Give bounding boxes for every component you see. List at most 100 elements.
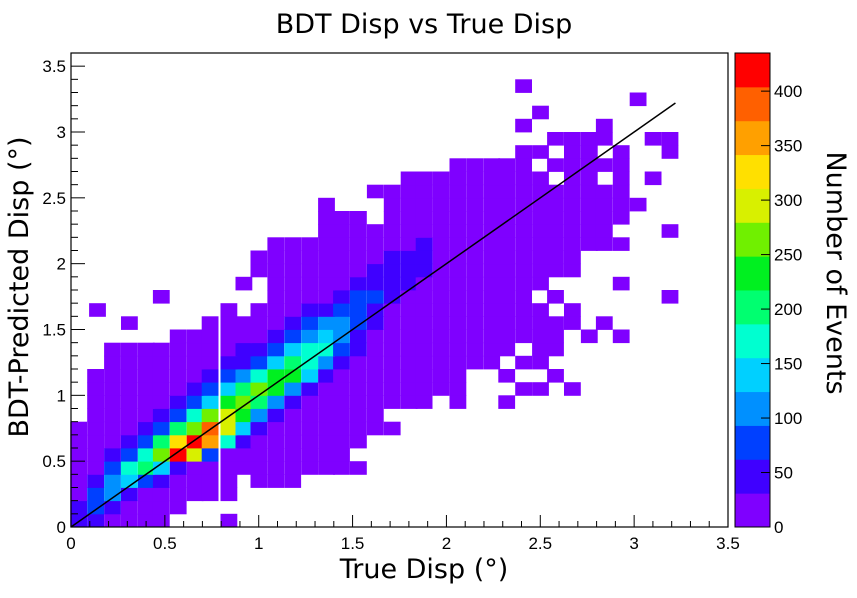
heatmap-cell: [466, 342, 484, 357]
y-tick-label: 2.5: [42, 189, 66, 208]
heatmap-cell: [201, 329, 219, 344]
heatmap-cell: [383, 184, 401, 199]
y-tick-label: 2: [57, 255, 66, 274]
heatmap-cell: [383, 197, 401, 212]
heatmap-cell: [350, 211, 367, 225]
chart-title: BDT Disp vs True Disp: [276, 9, 573, 40]
heatmap-cell: [547, 211, 564, 225]
heatmap-cell: [432, 329, 450, 344]
heatmap-cell: [169, 355, 187, 370]
heatmap-cell: [644, 171, 662, 186]
heatmap-cell: [267, 448, 285, 462]
heatmap-cell: [366, 303, 384, 317]
heatmap-cell: [152, 355, 170, 370]
heatmap-cell: [333, 434, 350, 449]
heatmap-cell: [515, 197, 532, 212]
heatmap-cell: [267, 316, 285, 330]
heatmap-cell: [333, 448, 350, 462]
heatmap-cell: [301, 250, 318, 265]
heatmap-cell: [415, 263, 433, 278]
heatmap-cell: [333, 263, 350, 278]
heatmap-cell: [267, 395, 285, 409]
heatmap-cell: [152, 290, 170, 304]
heatmap-cell: [466, 224, 484, 238]
heatmap-cell: [498, 211, 516, 225]
heatmap-cell: [235, 369, 253, 383]
colorbar-segment: [735, 323, 770, 359]
heatmap-cell: [250, 316, 268, 330]
heatmap-cell: [267, 290, 285, 304]
colorbar-segment: [735, 53, 770, 88]
heatmap-cell: [466, 276, 484, 291]
heatmap-cell: [532, 303, 549, 317]
heatmap-cell: [318, 303, 335, 317]
heatmap-cell: [466, 158, 484, 172]
heatmap-cell: [87, 500, 104, 515]
heatmap-cell: [169, 329, 187, 344]
heatmap-cell: [333, 382, 350, 396]
heatmap-cell: [449, 382, 467, 396]
heatmap-cell: [449, 316, 467, 330]
heatmap-cell: [515, 237, 532, 251]
x-tick-label: 1.5: [341, 534, 365, 553]
heatmap-cell: [366, 316, 384, 330]
heatmap-cell: [250, 448, 268, 462]
heatmap-cell: [201, 369, 219, 383]
heatmap-cell: [432, 355, 450, 370]
heatmap-cell: [564, 145, 581, 159]
heatmap-cell: [301, 303, 318, 317]
heatmap-cell: [152, 408, 170, 423]
heatmap-cell: [595, 158, 613, 172]
heatmap-cell: [449, 158, 467, 172]
heatmap-cell: [350, 355, 367, 370]
heatmap-cell: [595, 132, 613, 146]
heatmap-cell: [415, 342, 433, 357]
heatmap-cell: [152, 474, 170, 488]
heatmap-cell: [318, 263, 335, 278]
heatmap-cell: [284, 408, 302, 423]
heatmap-cell: [400, 276, 418, 291]
y-axis: 0 0.5 1 1.5 2 2.5 3 3.5: [42, 52, 85, 537]
heatmap-cell: [121, 448, 138, 462]
heatmap-cell: [400, 290, 418, 304]
heatmap-cell: [547, 132, 564, 146]
heatmap-cell: [87, 395, 104, 409]
heatmap-cell: [70, 474, 88, 488]
heatmap-cell: [661, 224, 679, 238]
heatmap-cell: [284, 342, 302, 357]
heatmap-cell: [250, 434, 268, 449]
heatmap-cell: [532, 197, 549, 212]
heatmap-cell: [383, 316, 401, 330]
heatmap-cell: [366, 237, 384, 251]
heatmap-cell: [498, 171, 516, 186]
heatmap-cell: [301, 395, 318, 409]
heatmap-cell: [498, 276, 516, 291]
heatmap-cell: [284, 290, 302, 304]
x-tick-label: 2: [442, 534, 451, 553]
heatmap-cell: [169, 421, 187, 436]
heatmap-cell: [201, 408, 219, 423]
heatmap-cell: [400, 395, 418, 409]
heatmap-cell: [415, 224, 433, 238]
heatmap-cell: [333, 408, 350, 423]
heatmap-cell: [564, 263, 581, 278]
heatmap-cell: [220, 329, 238, 344]
heatmap-cell: [383, 342, 401, 357]
heatmap-cell: [169, 448, 187, 462]
heatmap-cell: [366, 355, 384, 370]
heatmap-cell: [267, 303, 285, 317]
heatmap-cell: [595, 197, 613, 212]
x-tick-label: 2.5: [528, 534, 552, 553]
heatmap-cell: [169, 487, 187, 502]
heatmap-cell: [301, 342, 318, 357]
heatmap-cell: [301, 329, 318, 344]
heatmap-cell: [186, 421, 204, 436]
heatmap-cell: [284, 263, 302, 278]
heatmap-cell: [415, 316, 433, 330]
heatmap-cell: [301, 369, 318, 383]
heatmap-cell: [152, 421, 170, 436]
heatmap-cell: [498, 158, 516, 172]
heatmap-cell: [400, 355, 418, 370]
heatmap-cell: [104, 513, 121, 528]
heatmap-cell: [87, 369, 104, 383]
